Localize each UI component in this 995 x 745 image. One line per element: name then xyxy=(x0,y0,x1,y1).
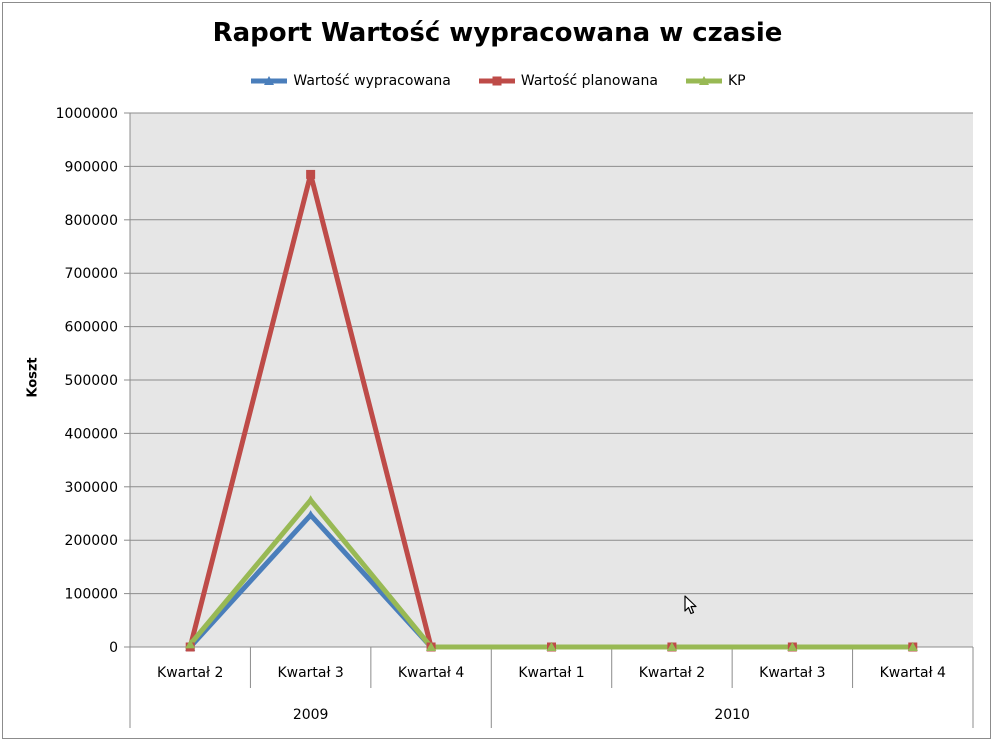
y-tick-label: 900000 xyxy=(65,159,118,175)
legend-item: Wartość planowana xyxy=(477,73,658,89)
x-tick-label: Kwartał 3 xyxy=(759,665,825,681)
data-point xyxy=(426,642,437,651)
x-tick-label: Kwartał 4 xyxy=(880,665,946,681)
legend-swatch xyxy=(685,76,722,85)
legend-swatch xyxy=(251,76,288,85)
data-point xyxy=(185,639,196,649)
x-tick-label: Kwartał 2 xyxy=(639,665,705,681)
x-tick-label: Kwartał 3 xyxy=(277,665,343,681)
y-tick-label: 600000 xyxy=(65,320,118,336)
legend: Wartość wypracowana Wartość planowana KP xyxy=(0,71,995,91)
data-point xyxy=(907,642,918,651)
x-tick-label: Kwartał 1 xyxy=(518,665,584,681)
legend-label: Wartość wypracowana xyxy=(293,73,451,89)
y-tick-label: 200000 xyxy=(65,533,118,549)
y-tick-label: 0 xyxy=(109,640,118,656)
data-point xyxy=(305,510,316,520)
y-tick-label: 700000 xyxy=(65,266,118,282)
data-point xyxy=(305,495,316,505)
data-point xyxy=(306,169,316,179)
y-axis-title: Koszt xyxy=(25,357,41,398)
data-point xyxy=(787,642,798,651)
x-group-label: 2009 xyxy=(293,707,329,723)
data-point xyxy=(666,642,677,651)
y-tick-label: 500000 xyxy=(65,373,118,389)
y-tick-label: 800000 xyxy=(65,213,118,229)
x-group-label: 2010 xyxy=(714,707,750,723)
y-tick-label: 400000 xyxy=(65,426,118,442)
x-tick-label: Kwartał 2 xyxy=(157,665,223,681)
chart-title: Raport Wartość wypracowana w czasie xyxy=(212,18,783,48)
legend-label: Wartość planowana xyxy=(520,73,658,89)
mouse-pointer-icon xyxy=(684,595,697,615)
x-tick-label: Kwartał 4 xyxy=(398,665,464,681)
legend-swatch xyxy=(478,76,515,86)
legend-item: KP xyxy=(684,73,746,89)
legend-label: KP xyxy=(727,73,746,89)
y-tick-label: 1000000 xyxy=(56,106,118,122)
data-point xyxy=(546,642,557,651)
y-tick-label: 300000 xyxy=(65,480,118,496)
legend-item: Wartość wypracowana xyxy=(249,73,451,89)
y-tick-label: 100000 xyxy=(65,587,118,603)
